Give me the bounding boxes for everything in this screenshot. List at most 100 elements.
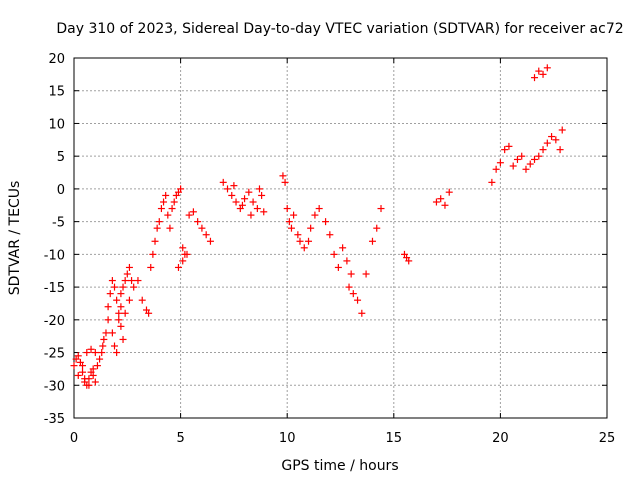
- data-point: [345, 283, 353, 291]
- y-tick-label: 0: [57, 183, 65, 198]
- data-point: [509, 162, 517, 170]
- data-point: [232, 198, 240, 206]
- data-point: [347, 270, 355, 278]
- x-tick-label: 10: [279, 431, 296, 446]
- data-point: [358, 309, 366, 317]
- data-point: [89, 365, 97, 373]
- data-point: [354, 296, 362, 304]
- data-point: [115, 316, 123, 324]
- data-point: [228, 191, 236, 199]
- data-point: [83, 349, 91, 357]
- data-point: [501, 146, 509, 154]
- data-point: [202, 231, 210, 239]
- data-point: [70, 362, 78, 370]
- data-point: [85, 381, 93, 389]
- data-point: [119, 335, 127, 343]
- x-axis-label: GPS time / hours: [281, 458, 398, 474]
- data-point: [238, 201, 246, 209]
- data-point: [249, 198, 257, 206]
- data-point: [531, 155, 539, 163]
- data-point: [147, 263, 155, 271]
- data-points: [70, 64, 566, 389]
- y-tick-label: -15: [44, 281, 65, 296]
- axis-ticks: 0 5 10 15 20 25 -35 -30 -25 -20 -15 -10 -5 0 5 10 15 20: [44, 52, 616, 446]
- data-point: [91, 378, 99, 386]
- data-point: [104, 316, 112, 324]
- data-point: [285, 218, 293, 226]
- data-point: [294, 231, 302, 239]
- data-point: [87, 345, 95, 353]
- data-point: [185, 211, 193, 219]
- data-point: [326, 231, 334, 239]
- data-point: [119, 283, 127, 291]
- y-tick-label: 15: [48, 85, 65, 100]
- data-point: [160, 198, 168, 206]
- data-point: [149, 250, 157, 258]
- data-point: [183, 250, 191, 258]
- data-point: [258, 191, 266, 199]
- data-point: [99, 342, 107, 350]
- data-point: [432, 198, 440, 206]
- data-point: [81, 375, 89, 383]
- data-point: [113, 349, 121, 357]
- data-point: [556, 146, 564, 154]
- data-point: [104, 303, 112, 311]
- data-point: [206, 237, 214, 245]
- data-point: [445, 188, 453, 196]
- data-point: [290, 211, 298, 219]
- y-tick-label: 5: [57, 150, 65, 165]
- data-point: [322, 218, 330, 226]
- data-point: [177, 185, 185, 193]
- data-point: [174, 263, 182, 271]
- data-point: [287, 224, 295, 232]
- data-point: [96, 355, 104, 363]
- y-tick-label: -35: [44, 412, 65, 427]
- data-point: [255, 185, 263, 193]
- data-point: [74, 352, 82, 360]
- data-point: [368, 237, 376, 245]
- data-point: [311, 211, 319, 219]
- data-point: [194, 218, 202, 226]
- y-tick-label: -30: [44, 379, 65, 394]
- data-point: [79, 368, 87, 376]
- data-point: [247, 211, 255, 219]
- data-point: [130, 283, 138, 291]
- y-axis-label: SDTVAR / TECUs: [7, 181, 23, 296]
- data-point: [334, 263, 342, 271]
- data-point: [543, 64, 551, 72]
- data-point: [535, 152, 543, 160]
- data-point: [164, 211, 172, 219]
- y-tick-label: 20: [48, 52, 65, 67]
- data-point: [93, 362, 101, 370]
- data-point: [166, 224, 174, 232]
- data-point: [496, 159, 504, 167]
- y-tick-label: -20: [44, 314, 65, 329]
- data-point: [548, 133, 556, 141]
- data-point: [349, 290, 357, 298]
- data-point: [539, 146, 547, 154]
- data-point: [117, 322, 125, 330]
- data-point: [300, 244, 308, 252]
- data-point: [111, 283, 119, 291]
- data-point: [89, 371, 97, 379]
- data-point: [168, 205, 176, 213]
- data-point: [279, 172, 287, 180]
- data-point: [170, 198, 178, 206]
- data-point: [100, 335, 108, 343]
- data-point: [281, 178, 289, 186]
- data-point: [151, 237, 159, 245]
- data-point: [128, 277, 136, 285]
- data-point: [106, 290, 114, 298]
- data-point: [153, 224, 161, 232]
- data-point: [117, 290, 125, 298]
- data-point: [108, 329, 116, 337]
- data-point: [296, 237, 304, 245]
- data-point: [179, 244, 187, 252]
- data-point: [522, 165, 530, 173]
- data-point: [539, 70, 547, 78]
- data-point: [198, 224, 206, 232]
- data-point: [111, 342, 119, 350]
- data-point: [117, 303, 125, 311]
- data-point: [552, 136, 560, 144]
